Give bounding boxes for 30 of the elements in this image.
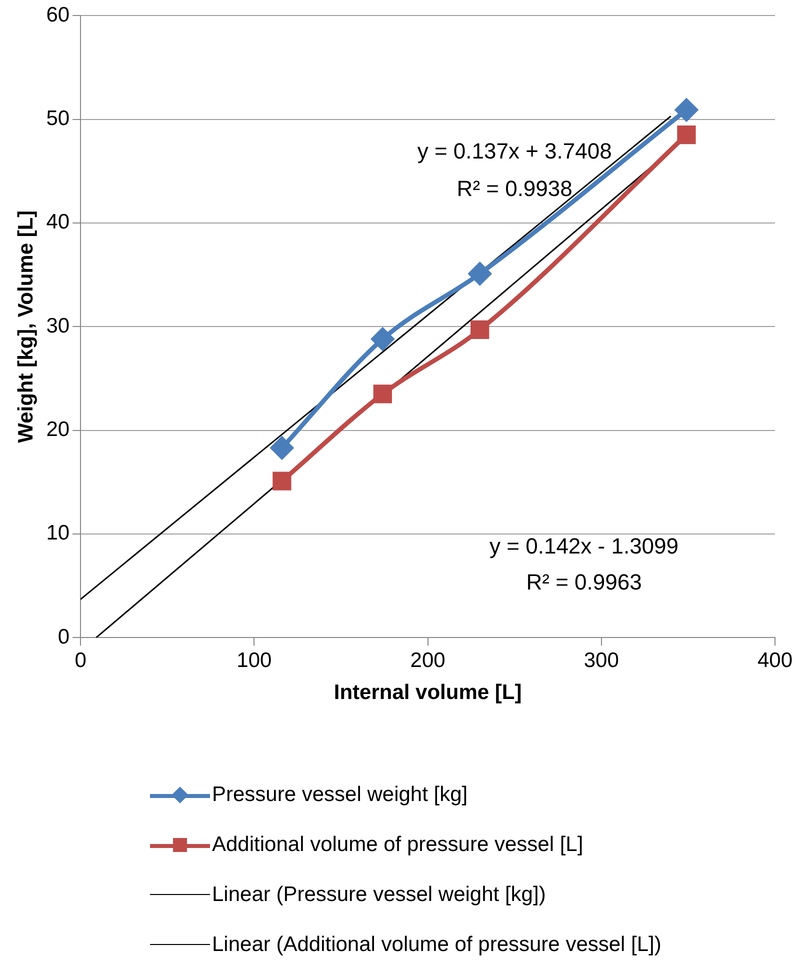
point — [470, 320, 490, 340]
y-tick-label: 40 — [46, 210, 70, 234]
y-tick-label: 20 — [46, 418, 70, 442]
legend-label: Pressure vessel weight [kg] — [212, 783, 468, 807]
x-tick-label: 100 — [236, 648, 272, 672]
y-tick-label: 10 — [46, 522, 70, 545]
point — [272, 472, 292, 490]
point — [468, 262, 492, 285]
point — [675, 98, 698, 122]
y-axis-title: Weight [kg], Volume [L] — [14, 210, 38, 443]
annotation: R² = 0.9938 — [456, 176, 572, 201]
x-tick-label: 400 — [757, 648, 793, 672]
x-axis-title: Internal volume [L] — [334, 681, 522, 704]
annotation: y = 0.137x + 3.7408 — [417, 138, 612, 164]
y-tick-label: 60 — [46, 3, 70, 26]
annotation: y = 0.142x - 1.3099 — [490, 533, 679, 558]
legend-label: Linear (Additional volume of pressure vessel [L]) — [212, 933, 662, 957]
legend-label: Linear (Pressure vessel weight [kg]) — [212, 883, 546, 907]
legend-label: Additional volume of pressure vessel [L] — [212, 833, 584, 857]
y-tick-label: 30 — [46, 314, 70, 338]
point — [371, 328, 394, 350]
x-tick-label: 0 — [74, 648, 86, 672]
point — [677, 125, 696, 144]
x-tick-label: 300 — [584, 648, 619, 672]
y-tick-label: 0 — [58, 625, 70, 648]
x-tick-label: 200 — [410, 648, 446, 672]
point — [270, 436, 294, 460]
annotation: R² = 0.9963 — [526, 570, 642, 595]
y-tick-label: 50 — [46, 107, 70, 130]
point — [373, 384, 392, 404]
